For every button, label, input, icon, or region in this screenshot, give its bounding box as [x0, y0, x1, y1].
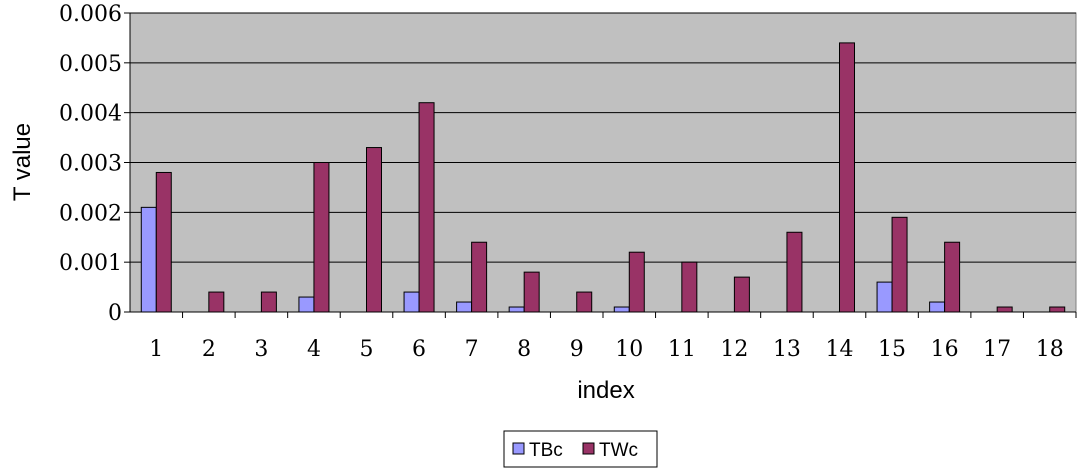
x-tick-label: 12 — [720, 337, 748, 362]
x-tick-label: 18 — [1036, 337, 1064, 362]
bar-twc-11 — [681, 261, 698, 313]
x-axis-title: index — [577, 377, 634, 404]
gridlines — [130, 12, 1076, 263]
bar-twc-5 — [366, 147, 382, 313]
bar-twc-10 — [628, 251, 645, 313]
bar-twc-17 — [996, 306, 1013, 313]
x-tick-label: 10 — [615, 337, 643, 362]
x-tick-label: 14 — [826, 337, 854, 362]
x-tick-label: 7 — [465, 337, 479, 362]
x-axis-ticks: 1 2 3 4 5 6 7 8 9 10 11 12 13 14 15 16 17 18 — [149, 312, 1077, 362]
x-tick-label: 15 — [878, 337, 906, 362]
bar-twc-14 — [839, 42, 855, 313]
x-tick-label: 16 — [931, 337, 959, 362]
bar-twc-15 — [891, 216, 908, 313]
x-tick-label: 17 — [983, 337, 1011, 362]
y-tick-label: 0.003 — [59, 152, 122, 177]
bar-tbc-8 — [508, 306, 525, 313]
y-tick-label: 0.005 — [59, 52, 122, 77]
bar-tbc-10 — [613, 306, 630, 313]
bar-tbc-16 — [929, 301, 946, 313]
x-tick-label: 4 — [307, 337, 321, 362]
bar-twc-6 — [418, 102, 435, 313]
legend-swatch-tbc — [512, 442, 525, 455]
y-tick-label: 0.004 — [59, 102, 122, 127]
bar-tbc-6 — [403, 291, 420, 313]
bar-twc-16 — [944, 241, 961, 313]
bars — [140, 42, 1066, 313]
legend-label-tbc: TBc — [529, 440, 563, 461]
bar-twc-12 — [733, 276, 750, 313]
y-axis-title: T value — [9, 123, 36, 201]
bar-twc-1 — [155, 171, 172, 313]
bar-twc-7 — [471, 241, 488, 313]
bar-twc-18 — [1049, 306, 1066, 313]
x-tick-label: 1 — [149, 337, 163, 362]
bar-twc-2 — [208, 291, 225, 313]
x-tick-label: 2 — [202, 337, 216, 362]
legend: TBc TWc — [503, 430, 658, 468]
x-tick-label: 9 — [570, 337, 584, 362]
bar-twc-13 — [786, 231, 803, 313]
y-axis-ticks: 0 0.001 0.002 0.003 0.004 0.005 0.006 — [59, 2, 130, 326]
bar-tbc-1 — [140, 206, 157, 313]
bar-tbc-4 — [298, 296, 315, 313]
bar-twc-3 — [260, 291, 277, 313]
x-tick-label: 13 — [773, 337, 801, 362]
legend-label-twc: TWc — [599, 440, 638, 461]
bar-tbc-7 — [456, 301, 473, 313]
y-tick-label: 0.006 — [59, 2, 122, 27]
y-tick-label: 0 — [108, 301, 122, 326]
x-tick-label: 3 — [254, 337, 268, 362]
legend-swatch-twc — [582, 442, 595, 455]
bar-twc-9 — [576, 291, 593, 313]
y-tick-label: 0.002 — [59, 201, 122, 226]
bar-twc-4 — [313, 162, 330, 313]
x-tick-label: 8 — [517, 337, 531, 362]
legend-box — [503, 430, 658, 468]
x-tick-label: 11 — [668, 337, 696, 362]
y-tick-label: 0.001 — [59, 251, 122, 276]
x-tick-label: 5 — [360, 337, 374, 362]
bar-twc-8 — [523, 271, 540, 313]
x-tick-label: 6 — [412, 337, 426, 362]
bar-tbc-15 — [876, 281, 893, 313]
